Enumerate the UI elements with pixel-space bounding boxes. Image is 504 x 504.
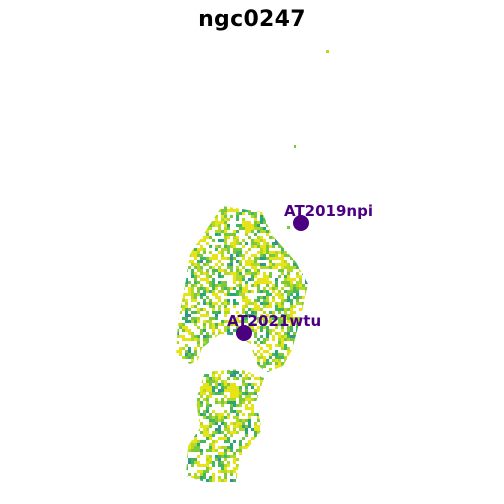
marker-at2019npi	[293, 215, 309, 231]
speck	[326, 50, 329, 53]
marker-label: AT2019npi	[284, 202, 373, 220]
galaxy-pixel-field	[176, 206, 308, 482]
speck	[294, 145, 296, 148]
marker-label: AT2021wtu	[227, 312, 321, 330]
image-title: ngc0247	[198, 7, 306, 32]
speck	[287, 226, 290, 229]
marker-at2021wtu	[236, 325, 252, 341]
